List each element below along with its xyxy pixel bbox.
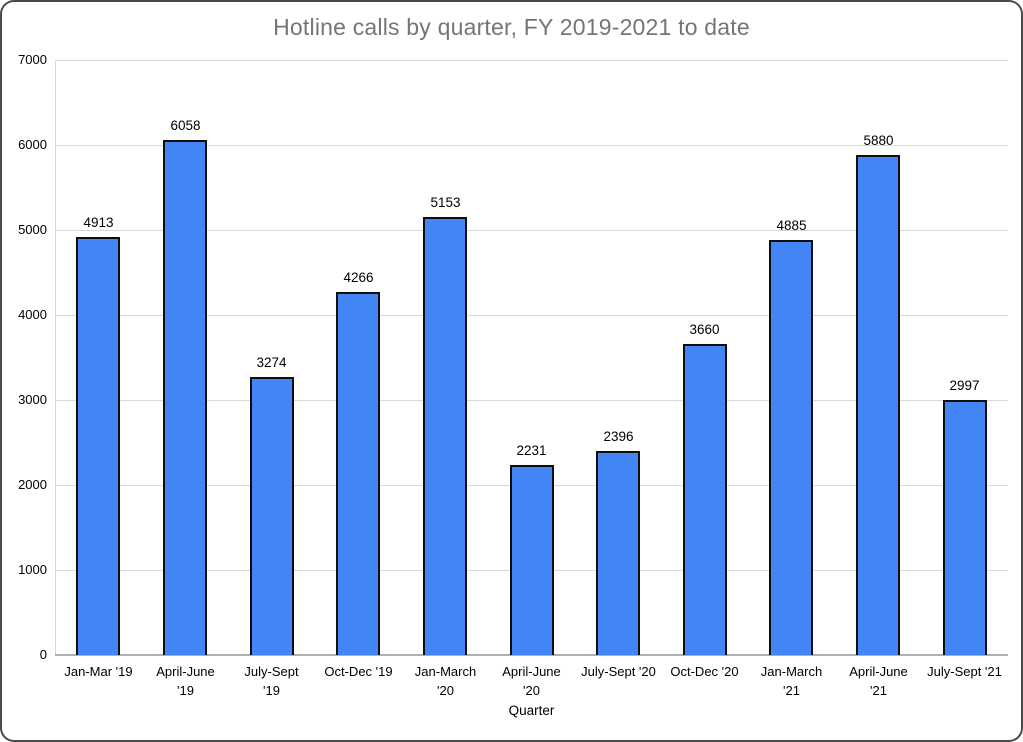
y-axis-tick-label: 1000 (18, 562, 47, 577)
bar-Jan-March '21 (769, 240, 813, 655)
bar-Oct-Dec '19 (336, 292, 380, 655)
bar-value-label: 5153 (430, 195, 461, 210)
y-axis-tick-label: 4000 (18, 307, 47, 322)
y-gridline (55, 145, 1008, 146)
bar-Jan-Mar '19 (76, 237, 120, 655)
y-gridline (55, 315, 1008, 316)
y-gridline (55, 60, 1008, 61)
x-axis-tick-label: July-Sept '19 (244, 664, 299, 698)
y-axis-tick-label: 3000 (18, 392, 47, 407)
x-axis-tick-label: July-Sept '20 (581, 664, 656, 679)
bar-April-June '21 (856, 155, 900, 655)
bar-value-label: 3660 (689, 322, 720, 337)
y-axis-tick-label: 6000 (18, 137, 47, 152)
bar-value-label: 6058 (170, 118, 201, 133)
y-axis-tick-label: 5000 (18, 222, 47, 237)
bar-July-Sept '19 (250, 377, 294, 655)
x-axis-title: Quarter (508, 703, 555, 718)
x-axis-tick-label: April-June '21 (849, 664, 908, 698)
x-axis-tick-label: Oct-Dec '20 (670, 664, 739, 679)
x-axis-tick-label: July-Sept '21 (927, 664, 1002, 679)
bar-value-label: 4266 (343, 270, 374, 285)
y-axis-tick-label: 0 (39, 647, 47, 662)
bar-July-Sept '20 (596, 451, 640, 655)
bar-Oct-Dec '20 (683, 344, 727, 655)
bar-value-label: 2231 (516, 443, 547, 458)
x-axis-tick-label: Jan-Mar '19 (64, 664, 133, 679)
x-axis-tick-label: Jan-March '20 (414, 664, 477, 698)
bar-July-Sept '21 (943, 400, 987, 655)
bar-April-June '19 (163, 140, 207, 655)
x-axis-tick-label: April-June '20 (502, 664, 561, 698)
bar-value-label: 4885 (776, 218, 807, 233)
bar-value-label: 2396 (603, 429, 634, 444)
x-axis-tick-label: Jan-March '21 (760, 664, 823, 698)
y-axis-line (55, 60, 56, 655)
x-axis-line (55, 654, 1008, 656)
x-axis-tick-label: April-June '19 (156, 664, 215, 698)
y-axis-tick-label: 7000 (18, 52, 47, 67)
y-gridline (55, 400, 1008, 401)
y-gridline (55, 230, 1008, 231)
bar-Jan-March '20 (423, 217, 467, 655)
bar-April-June '20 (510, 465, 554, 655)
bar-value-label: 5880 (863, 133, 894, 148)
bar-value-label: 3274 (256, 355, 287, 370)
x-axis-tick-label: Oct-Dec '19 (324, 664, 393, 679)
y-axis-tick-label: 2000 (18, 477, 47, 492)
bar-value-label: 4913 (83, 215, 114, 230)
chart-title: Hotline calls by quarter, FY 2019-2021 t… (273, 14, 750, 40)
bar-value-label: 2997 (949, 378, 980, 393)
